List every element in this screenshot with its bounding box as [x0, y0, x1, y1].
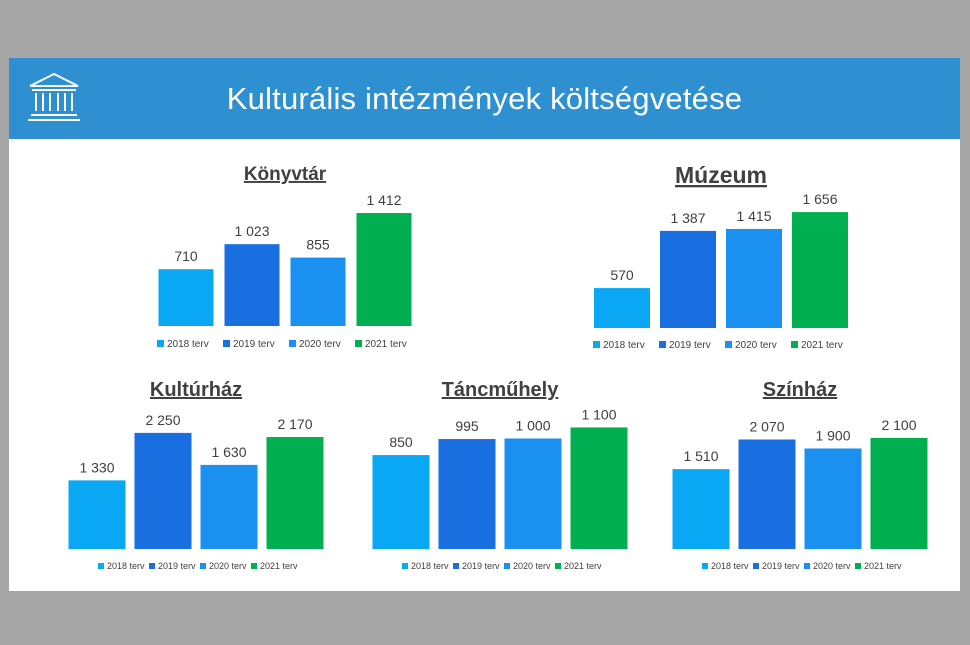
value-label-tancmuhely-4: 1 100	[581, 406, 616, 422]
legend-swatch-szinhaz-3	[804, 563, 810, 569]
chart-title-kulturhaz: Kultúrház	[150, 379, 242, 401]
value-label-muzeum-2: 1 387	[670, 210, 705, 226]
legend-swatch-szinhaz-4	[855, 563, 861, 569]
legend-swatch-konyvtar-1	[157, 340, 164, 347]
legend-swatch-tancmuhely-2	[453, 563, 459, 569]
value-label-kulturhaz-3: 1 630	[211, 444, 246, 460]
bar-kulturhaz-4	[266, 437, 324, 549]
chart-title-tancmuhely: Táncműhely	[442, 379, 560, 401]
bar-szinhaz-4	[870, 437, 928, 549]
value-label-szinhaz-1: 1 510	[683, 448, 718, 464]
legend-swatch-tancmuhely-3	[504, 563, 510, 569]
chart-szinhaz: Színház 1 510 2 070 1 900 2 100 2018 terv 2019…	[672, 379, 928, 571]
bar-tancmuhely-2	[438, 439, 496, 549]
legend-label-tancmuhely-3: 2020 terv	[513, 561, 551, 571]
legend-swatch-konyvtar-4	[355, 340, 362, 347]
chart-konyvtar: Könyvtár 710 1 023 855 1 412 2018 terv 2019 te…	[157, 164, 412, 350]
legend-label-kulturhaz-4: 2021 terv	[260, 561, 298, 571]
value-label-tancmuhely-3: 1 000	[515, 418, 550, 434]
bar-muzeum-4	[792, 212, 848, 328]
value-label-konyvtar-4: 1 412	[366, 192, 401, 208]
bar-konyvtar-4	[356, 213, 412, 326]
value-label-szinhaz-3: 1 900	[815, 427, 850, 443]
bar-kulturhaz-2	[134, 432, 192, 549]
legend-swatch-kulturhaz-2	[149, 563, 155, 569]
value-label-konyvtar-2: 1 023	[234, 223, 269, 239]
legend-swatch-muzeum-4	[791, 341, 798, 348]
value-label-tancmuhely-1: 850	[389, 434, 413, 450]
bar-szinhaz-2	[738, 439, 796, 549]
chart-title-muzeum: Múzeum	[675, 162, 767, 188]
value-label-kulturhaz-1: 1 330	[79, 459, 114, 475]
chart-tancmuhely: Táncműhely 850 995 1 000 1 100 2018 terv 2019 …	[372, 379, 628, 571]
legend-label-szinhaz-1: 2018 terv	[711, 561, 749, 571]
legend-label-konyvtar-1: 2018 terv	[167, 339, 209, 350]
legend-label-kulturhaz-2: 2019 terv	[158, 561, 196, 571]
legend-swatch-muzeum-2	[659, 341, 666, 348]
legend-swatch-tancmuhely-4	[555, 563, 561, 569]
chart-title-konyvtar: Könyvtár	[244, 164, 327, 185]
bar-kulturhaz-1	[68, 480, 126, 549]
chart-kulturhaz: Kultúrház 1 330 2 250 1 630 2 170 2018 terv 20…	[68, 379, 324, 571]
bar-tancmuhely-1	[372, 455, 430, 549]
bar-muzeum-1	[594, 288, 650, 328]
legend-swatch-konyvtar-2	[223, 340, 230, 347]
header-bar: Kulturális intézmények költségvetése	[9, 58, 960, 139]
value-label-muzeum-3: 1 415	[736, 208, 771, 224]
bar-szinhaz-1	[672, 469, 730, 549]
legend-swatch-kulturhaz-1	[98, 563, 104, 569]
chart-muzeum: Múzeum 570 1 387 1 415 1 656 2018 terv 2019 te…	[593, 162, 848, 351]
slide: Kulturális intézmények költségvetése Kön…	[9, 58, 960, 591]
legend-label-tancmuhely-1: 2018 terv	[411, 561, 449, 571]
value-label-tancmuhely-2: 995	[455, 418, 479, 434]
legend-swatch-kulturhaz-4	[251, 563, 257, 569]
bar-konyvtar-2	[224, 244, 280, 326]
legend-label-muzeum-2: 2019 terv	[669, 340, 711, 351]
value-label-konyvtar-3: 855	[306, 237, 330, 253]
value-label-konyvtar-1: 710	[174, 248, 198, 264]
legend-label-konyvtar-4: 2021 terv	[365, 339, 407, 350]
museum-building-icon	[28, 72, 80, 121]
value-label-muzeum-1: 570	[610, 267, 634, 283]
legend-swatch-muzeum-1	[593, 341, 600, 348]
legend-label-kulturhaz-3: 2020 terv	[209, 561, 247, 571]
page-title: Kulturális intézmények költségvetése	[226, 81, 743, 116]
bar-kulturhaz-3	[200, 464, 258, 549]
value-label-muzeum-4: 1 656	[802, 191, 837, 207]
legend-label-muzeum-3: 2020 terv	[735, 340, 777, 351]
legend-label-muzeum-4: 2021 terv	[801, 340, 843, 351]
legend-swatch-tancmuhely-1	[402, 563, 408, 569]
value-label-kulturhaz-4: 2 170	[277, 416, 312, 432]
bar-muzeum-2	[660, 230, 716, 328]
chart-title-szinhaz: Színház	[763, 379, 837, 401]
legend-label-szinhaz-2: 2019 terv	[762, 561, 800, 571]
legend-swatch-szinhaz-1	[702, 563, 708, 569]
legend-swatch-kulturhaz-3	[200, 563, 206, 569]
legend-label-kulturhaz-1: 2018 terv	[107, 561, 145, 571]
legend-label-szinhaz-3: 2020 terv	[813, 561, 851, 571]
value-label-szinhaz-2: 2 070	[749, 418, 784, 434]
value-label-kulturhaz-2: 2 250	[145, 412, 180, 428]
legend-label-konyvtar-3: 2020 terv	[299, 339, 341, 350]
legend-label-konyvtar-2: 2019 terv	[233, 339, 275, 350]
value-label-szinhaz-4: 2 100	[881, 417, 916, 433]
bar-tancmuhely-4	[570, 427, 628, 549]
legend-label-tancmuhely-2: 2019 terv	[462, 561, 500, 571]
bar-konyvtar-3	[290, 257, 346, 326]
bar-tancmuhely-3	[504, 438, 562, 549]
legend-label-muzeum-1: 2018 terv	[603, 340, 645, 351]
legend-swatch-muzeum-3	[725, 341, 732, 348]
bar-konyvtar-1	[158, 269, 214, 326]
bar-szinhaz-3	[804, 448, 862, 549]
bar-muzeum-3	[726, 228, 782, 328]
legend-swatch-szinhaz-2	[753, 563, 759, 569]
legend-swatch-konyvtar-3	[289, 340, 296, 347]
legend-label-tancmuhely-4: 2021 terv	[564, 561, 602, 571]
legend-label-szinhaz-4: 2021 terv	[864, 561, 902, 571]
